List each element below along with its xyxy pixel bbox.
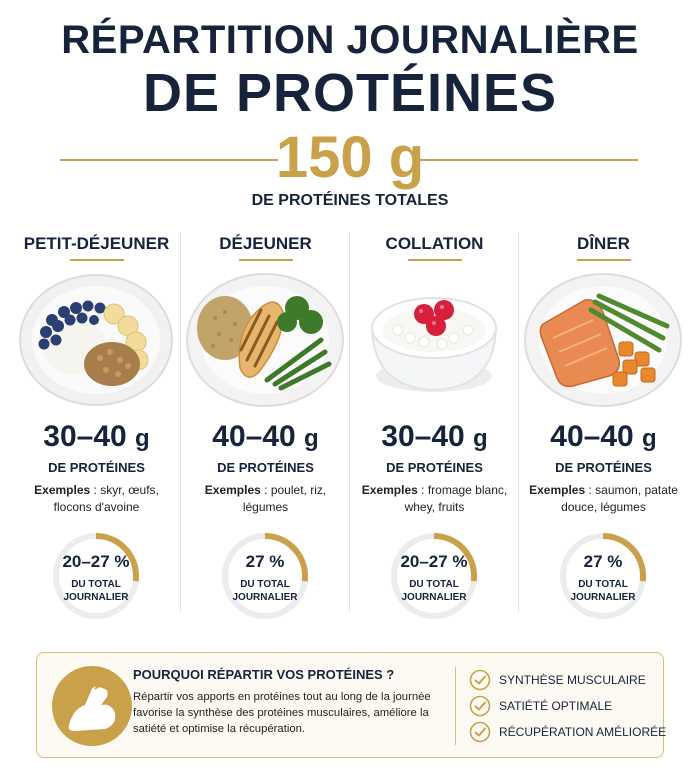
benefit-label: SYNTHÈSE MUSCULAIRE	[499, 673, 646, 687]
check-circle-icon	[469, 721, 491, 743]
meal-card-dinner: DÎNER 40–40 g DE PROTÉINES Exemples : sa…	[519, 228, 688, 628]
share-percent: 20–27 %	[62, 552, 130, 571]
meal-name: DÎNER	[577, 234, 630, 253]
flexed-arm-icon	[52, 666, 132, 746]
divider-right	[420, 159, 638, 161]
share-label: DU TOTAL JOURNALIER	[401, 579, 467, 603]
meal-underline	[576, 259, 631, 261]
total-row: 150 g	[0, 124, 700, 194]
protein-label: DE PROTÉINES	[217, 460, 314, 475]
share-text: 27 % DU TOTAL JOURNALIER	[217, 528, 313, 624]
title-line-2: DE PROTÉINES	[142, 63, 558, 123]
check-circle-icon	[469, 669, 491, 691]
share-text: 20–27 % DU TOTAL JOURNALIER	[48, 528, 144, 624]
share-text: 27 % DU TOTAL JOURNALIER	[555, 528, 651, 624]
check-circle-icon	[469, 695, 491, 717]
protein-amount: 40–40 g	[212, 420, 319, 453]
share-ring	[560, 533, 646, 619]
protein-amount: 30–40 g	[43, 420, 150, 453]
total-protein-label: DE PROTÉINES TOTALES	[251, 192, 449, 209]
meals-grid: PETIT-DÉJEUNER 30–40 g DE PROTÉI	[12, 228, 688, 628]
meal-card-snack: COLLATION 30–40 g DE PROTÉINES Exemples …	[350, 228, 519, 628]
meal-examples: Exemples : saumon, patate douce, légumes	[529, 483, 678, 514]
info-box: POURQUOI RÉPARTIR VOS PROTÉINES ? Répart…	[36, 652, 667, 758]
lunch-plate-image	[186, 273, 344, 407]
total-protein-amount: 150 g	[275, 125, 425, 190]
column-divider	[180, 232, 181, 612]
protein-label: DE PROTÉINES	[48, 460, 145, 475]
divider-left	[60, 159, 278, 161]
benefit-label: SATIÉTÉ OPTIMALE	[499, 699, 613, 713]
share-percent: 20–27 %	[400, 552, 468, 571]
share-percent: 27 %	[583, 552, 623, 571]
column-divider	[349, 232, 350, 612]
protein-amount: 30–40 g	[381, 420, 488, 453]
dinner-plate-image	[524, 273, 682, 407]
snack-bowl-image	[370, 297, 498, 392]
meal-examples: Exemples : skyr, œufs, flocons d'avoine	[34, 483, 159, 514]
info-title: POURQUOI RÉPARTIR VOS PROTÉINES ?	[133, 667, 395, 682]
meal-underline	[407, 259, 462, 261]
share-label: DU TOTAL JOURNALIER	[570, 579, 636, 603]
meal-name: PETIT-DÉJEUNER	[23, 234, 170, 253]
protein-label: DE PROTÉINES	[555, 460, 652, 475]
share-ring	[53, 533, 139, 619]
breakfast-bowl-image	[19, 274, 173, 406]
meal-card-breakfast: PETIT-DÉJEUNER 30–40 g DE PROTÉI	[12, 228, 181, 628]
share-label: DU TOTAL JOURNALIER	[232, 579, 298, 603]
meal-underline	[238, 259, 293, 261]
meal-underline	[69, 259, 124, 261]
benefit-label: RÉCUPÉRATION AMÉLIORÉE	[499, 725, 667, 739]
share-text: 20–27 % DU TOTAL JOURNALIER	[386, 528, 482, 624]
info-body: Répartir vos apports en protéines tout a…	[133, 691, 431, 735]
meal-examples: Exemples : fromage blanc, whey, fruits	[361, 483, 508, 514]
protein-label: DE PROTÉINES	[386, 460, 483, 475]
meal-examples: Exemples : poulet, riz, légumes	[204, 483, 327, 514]
share-ring	[222, 533, 308, 619]
meal-name: COLLATION	[385, 234, 484, 253]
meal-name: DÉJEUNER	[219, 234, 312, 253]
info-divider	[455, 667, 456, 745]
column-divider	[518, 232, 519, 612]
meal-card-lunch: DÉJEUNER 40–40 g DE PROTÉINES Ex	[181, 228, 350, 628]
title-line-1: RÉPARTITION JOURNALIÈRE	[61, 18, 639, 62]
share-label: DU TOTAL JOURNALIER	[63, 579, 129, 603]
protein-amount: 40–40 g	[550, 420, 657, 453]
share-ring	[391, 533, 477, 619]
share-percent: 27 %	[245, 552, 285, 571]
